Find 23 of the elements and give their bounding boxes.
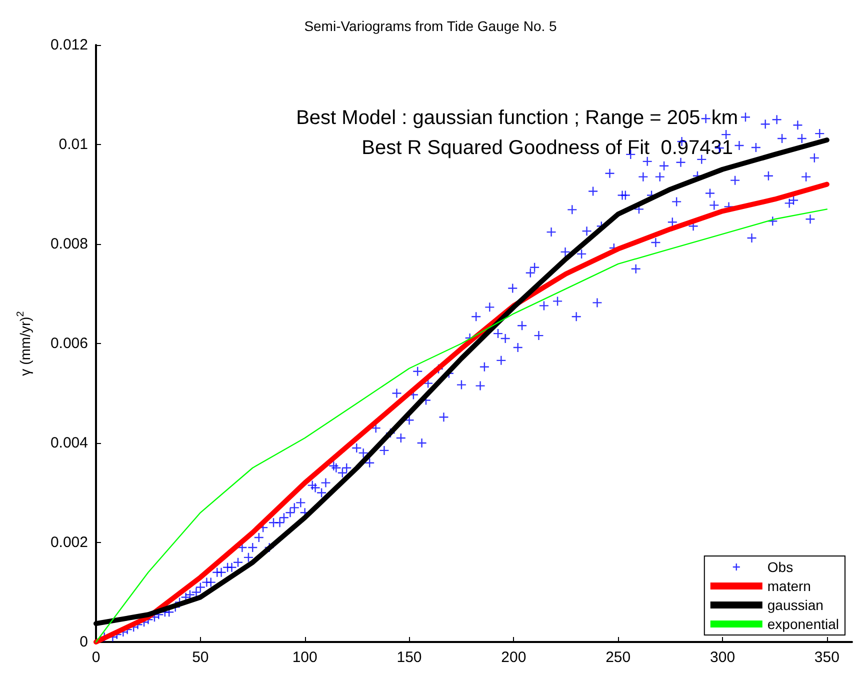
legend-label: exponential <box>767 616 840 632</box>
legend-label: gaussian <box>767 597 824 613</box>
x-tick-label: 200 <box>501 649 526 666</box>
x-tick-label: 100 <box>292 649 318 666</box>
y-tick-label: 0 <box>80 634 88 650</box>
x-tick-label: 350 <box>814 649 840 666</box>
x-tick-label: 50 <box>192 649 209 666</box>
y-tick-label: 0.004 <box>50 434 88 452</box>
y-tick-label: 0.01 <box>58 136 88 153</box>
x-tick-label: 300 <box>710 649 736 666</box>
y-tick-label: 0.002 <box>50 534 88 551</box>
x-tick-label: 150 <box>396 649 422 666</box>
legend-label: Obs <box>767 559 794 575</box>
y-tick-label: 0.006 <box>50 335 88 352</box>
annotation: Best R Squared Goodness of Fit 0.97431 <box>362 137 734 159</box>
annotation: Best Model : gaussian function ; Range = 205 km <box>296 107 738 129</box>
y-tick-label: 0.012 <box>50 36 88 54</box>
y-tick-label: 0.008 <box>50 236 88 252</box>
y-axis-title: γ (mm/yr)2 <box>16 310 33 376</box>
legend-label: matern <box>767 578 811 594</box>
x-tick-label: 250 <box>606 649 631 666</box>
x-tick-label: 0 <box>92 649 100 666</box>
chart-title: Semi-Variograms from Tide Gauge No. 5 <box>304 18 558 34</box>
